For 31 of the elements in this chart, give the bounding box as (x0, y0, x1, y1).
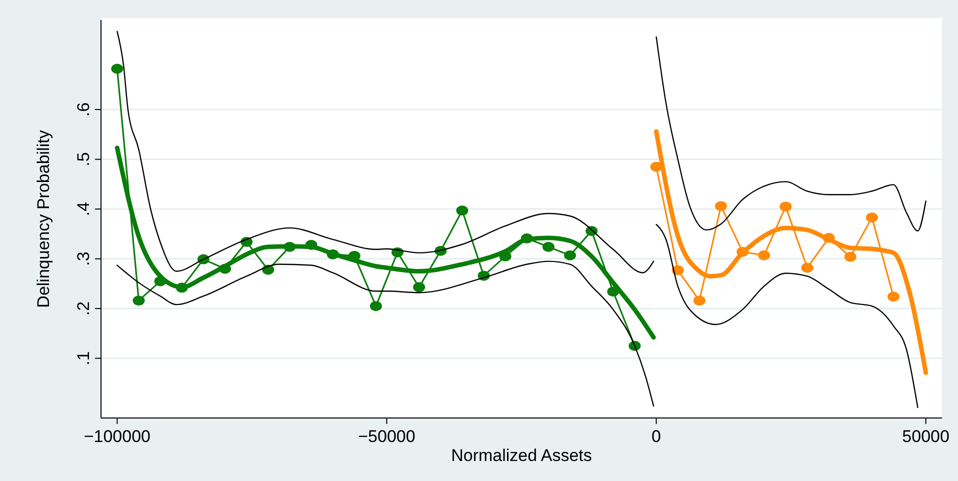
point (564, 250, 576, 260)
point (714, 201, 727, 212)
point (758, 250, 770, 260)
point (844, 252, 856, 262)
point (780, 202, 792, 212)
point (370, 301, 382, 312)
x-tick-label: 0 (652, 427, 662, 446)
line-series (656, 36, 926, 232)
x-tick-label: −100000 (84, 427, 150, 446)
y-tick-label: .4 (74, 202, 93, 216)
point (887, 292, 900, 302)
x-tick-label: 50000 (902, 427, 950, 446)
x-tick-label: −50000 (358, 427, 416, 446)
y-tick-label: .3 (74, 252, 93, 266)
y-axis-title: Delinquency Probability (34, 130, 53, 308)
y-tick-label: .5 (74, 152, 93, 166)
point (413, 282, 426, 292)
y-tick-label: .1 (74, 351, 93, 366)
point (456, 206, 468, 216)
y-tick-label: .2 (74, 301, 93, 316)
point (693, 296, 706, 306)
line-series (654, 129, 928, 375)
point (542, 242, 554, 252)
x-axis-title: Normalized Assets (451, 446, 592, 465)
point (801, 262, 814, 273)
line-series (656, 224, 918, 408)
line-series (116, 260, 654, 407)
point (866, 212, 878, 223)
point (132, 296, 145, 306)
y-tick-label: .6 (74, 102, 93, 117)
point (111, 64, 124, 74)
